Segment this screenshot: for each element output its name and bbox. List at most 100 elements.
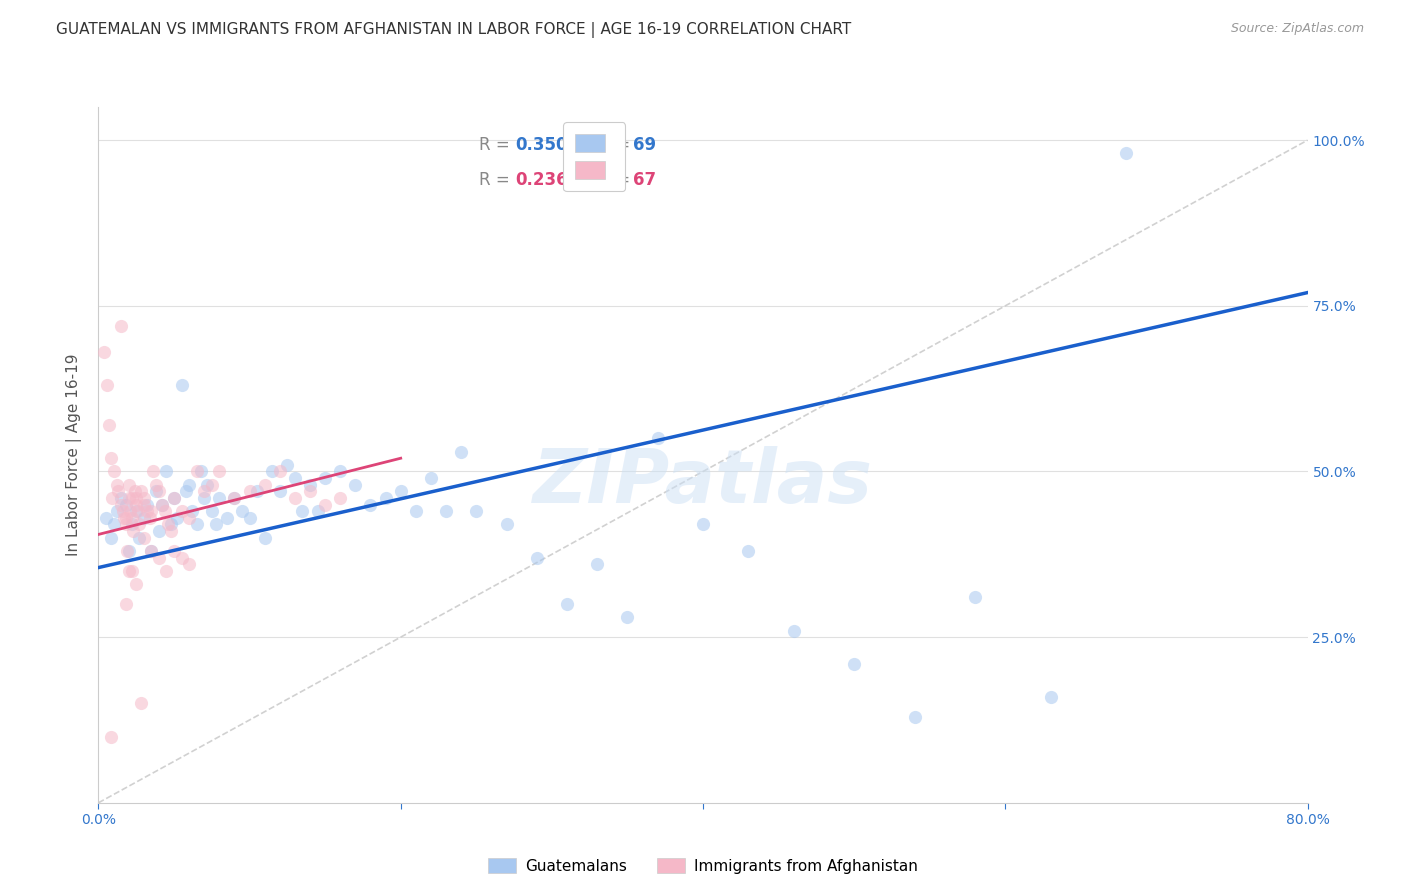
- Point: [269, 465, 291, 479]
- Point: [118, 491, 141, 505]
- Point: [314, 498, 336, 512]
- Point: [374, 491, 396, 505]
- Point: [100, 531, 122, 545]
- Point: [299, 477, 322, 491]
- Point: [127, 504, 149, 518]
- Point: [111, 504, 134, 518]
- Point: [156, 517, 179, 532]
- Point: [118, 564, 141, 578]
- Point: [105, 477, 128, 491]
- Text: N =: N =: [588, 171, 636, 189]
- Point: [145, 477, 167, 491]
- Point: [101, 491, 124, 505]
- Point: [103, 517, 125, 532]
- Point: [1039, 690, 1062, 704]
- Point: [284, 471, 307, 485]
- Point: [170, 378, 193, 392]
- Point: [193, 484, 215, 499]
- Point: [299, 484, 322, 499]
- Point: [150, 498, 173, 512]
- Point: [166, 511, 188, 525]
- Point: [132, 531, 155, 545]
- Legend: , : ,: [564, 122, 626, 191]
- Point: [262, 465, 284, 479]
- Text: GUATEMALAN VS IMMIGRANTS FROM AFGHANISTAN IN LABOR FORCE | AGE 16-19 CORRELATION: GUATEMALAN VS IMMIGRANTS FROM AFGHANISTA…: [56, 22, 852, 38]
- Point: [132, 491, 155, 505]
- Point: [112, 511, 135, 525]
- Point: [100, 451, 122, 466]
- Point: [783, 624, 806, 638]
- Point: [114, 511, 136, 525]
- Point: [125, 577, 148, 591]
- Point: [118, 477, 141, 491]
- Point: [307, 504, 329, 518]
- Point: [125, 504, 148, 518]
- Point: [186, 465, 208, 479]
- Point: [420, 471, 443, 485]
- Point: [118, 544, 141, 558]
- Point: [201, 504, 224, 518]
- Point: [128, 531, 150, 545]
- Point: [389, 484, 412, 499]
- Point: [314, 471, 336, 485]
- Point: [193, 491, 215, 505]
- Point: [405, 504, 427, 518]
- Point: [179, 477, 201, 491]
- Text: N =: N =: [588, 136, 636, 154]
- Point: [150, 498, 173, 512]
- Point: [586, 558, 609, 572]
- Point: [190, 465, 212, 479]
- Point: [110, 491, 132, 505]
- Point: [329, 491, 352, 505]
- Point: [163, 491, 186, 505]
- Point: [170, 550, 193, 565]
- Point: [526, 550, 548, 565]
- Point: [170, 504, 193, 518]
- Point: [692, 517, 714, 532]
- Point: [129, 484, 152, 499]
- Point: [465, 504, 488, 518]
- Point: [205, 517, 228, 532]
- Point: [186, 517, 208, 532]
- Point: [231, 504, 253, 518]
- Point: [269, 484, 291, 499]
- Point: [224, 491, 246, 505]
- Point: [253, 477, 276, 491]
- Point: [135, 504, 157, 518]
- Point: [120, 504, 142, 518]
- Point: [450, 444, 472, 458]
- Point: [98, 418, 121, 433]
- Point: [142, 465, 165, 479]
- Point: [114, 498, 136, 512]
- Point: [103, 465, 125, 479]
- Point: [139, 511, 162, 525]
- Point: [291, 504, 314, 518]
- Point: [155, 465, 177, 479]
- Point: [239, 484, 262, 499]
- Text: 0.236: 0.236: [516, 171, 568, 189]
- Point: [114, 517, 136, 532]
- Point: [224, 491, 246, 505]
- Point: [434, 504, 457, 518]
- Point: [616, 610, 638, 624]
- Point: [148, 550, 170, 565]
- Point: [129, 697, 152, 711]
- Text: ZIPatlas: ZIPatlas: [533, 446, 873, 519]
- Point: [128, 517, 150, 532]
- Point: [965, 591, 987, 605]
- Point: [737, 544, 759, 558]
- Point: [195, 477, 218, 491]
- Point: [122, 524, 145, 538]
- Point: [107, 484, 129, 499]
- Point: [110, 498, 132, 512]
- Point: [125, 498, 148, 512]
- Point: [329, 465, 352, 479]
- Point: [121, 491, 143, 505]
- Point: [179, 558, 201, 572]
- Point: [93, 345, 115, 359]
- Point: [141, 504, 163, 518]
- Point: [163, 544, 186, 558]
- Point: [132, 511, 155, 525]
- Point: [160, 517, 183, 532]
- Text: 67: 67: [633, 171, 657, 189]
